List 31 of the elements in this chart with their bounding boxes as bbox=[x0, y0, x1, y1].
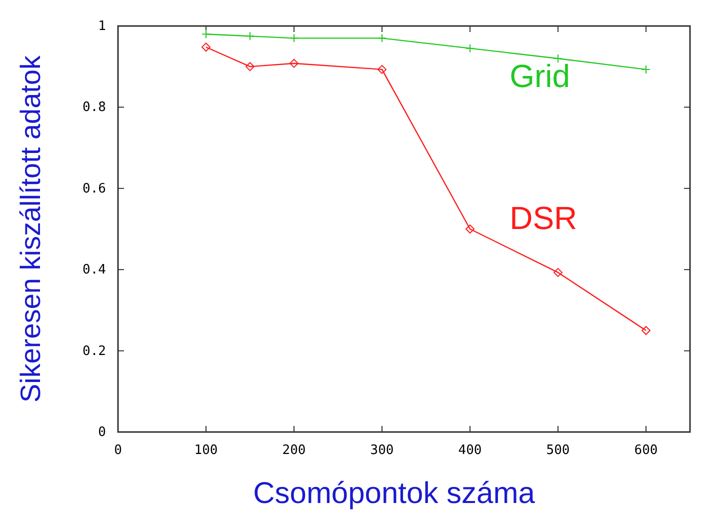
x-tick-label: 200 bbox=[282, 443, 306, 458]
point bbox=[202, 42, 210, 52]
x-tick-label: 600 bbox=[634, 443, 658, 458]
point bbox=[554, 54, 562, 63]
point bbox=[642, 64, 650, 74]
point bbox=[378, 64, 386, 74]
y-tick-label: 0.6 bbox=[82, 181, 106, 196]
point bbox=[202, 30, 210, 39]
x-axis-title: Csomópontok száma bbox=[253, 477, 536, 510]
point bbox=[290, 58, 298, 68]
y-tick-label: 0.2 bbox=[82, 344, 106, 359]
point bbox=[246, 62, 254, 72]
x-tick-label: 500 bbox=[546, 443, 570, 458]
point bbox=[466, 224, 474, 234]
point bbox=[290, 34, 298, 43]
point bbox=[246, 32, 254, 41]
x-tick-label: 300 bbox=[370, 443, 394, 458]
series-label: Grid bbox=[510, 58, 570, 94]
y-tick-label: 1 bbox=[98, 19, 106, 34]
point bbox=[466, 44, 474, 53]
x-tick-label: 400 bbox=[458, 443, 482, 458]
series-label: DSR bbox=[510, 200, 578, 236]
point bbox=[378, 34, 386, 43]
point bbox=[554, 268, 562, 277]
y-tick-label: 0 bbox=[98, 425, 106, 440]
y-tick-label: 0.4 bbox=[82, 262, 106, 278]
point bbox=[642, 326, 650, 335]
x-tick-label: 100 bbox=[194, 443, 218, 458]
x-tick-label: 0 bbox=[114, 443, 122, 458]
y-axis-title: Sikeresen kiszállított adatok bbox=[15, 54, 46, 403]
y-tick-label: 0.8 bbox=[82, 100, 106, 116]
